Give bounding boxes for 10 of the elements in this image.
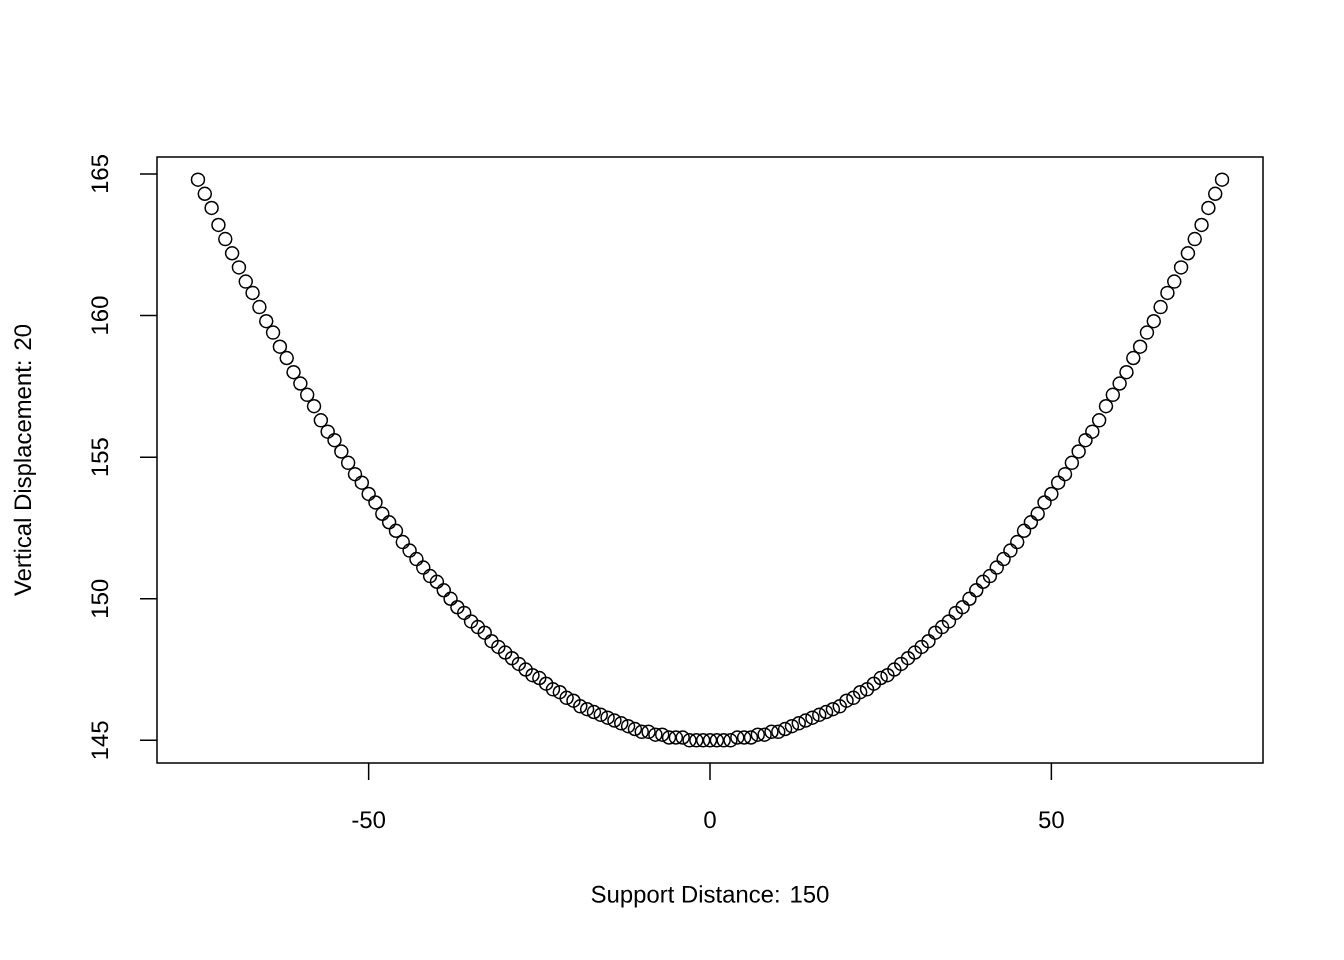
x-tick-label: 0 [704, 811, 716, 829]
x-axis-title: Support Distance: 150 [591, 885, 829, 908]
y-tick-label: 160 [91, 296, 109, 334]
y-tick-label: 150 [91, 579, 109, 617]
y-axis-title: Vertical Displacement: 20 [13, 324, 36, 596]
y-tick-label: 155 [91, 438, 109, 476]
x-tick-label: 50 [1039, 811, 1064, 829]
y-tick-label: 165 [91, 155, 109, 193]
x-tick-label: -50 [352, 811, 385, 829]
y-tick-label: 145 [91, 721, 109, 759]
